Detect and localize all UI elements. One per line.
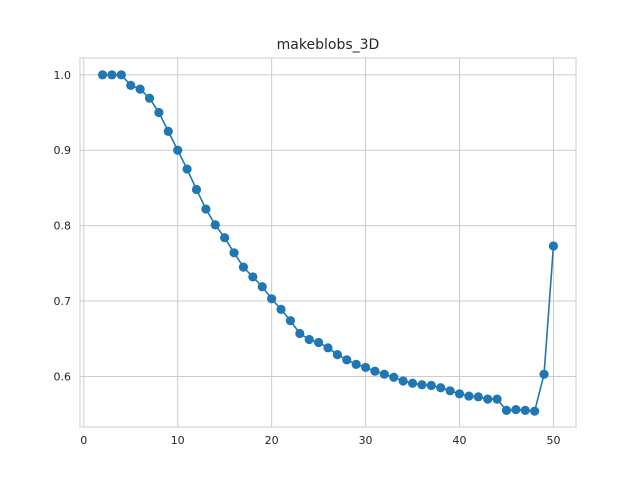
data-point (154, 107, 164, 118)
series-layer (97, 70, 559, 416)
data-point (173, 145, 183, 155)
data-point (539, 369, 549, 379)
y-tick-label: 0.7 (54, 295, 72, 308)
data-point (398, 376, 408, 386)
x-tick-label: 20 (265, 434, 279, 447)
y-axis-ticks: 0.6 0.7 0.8 0.9 1.0 (54, 69, 72, 384)
data-point (323, 343, 333, 353)
data-point (332, 350, 342, 360)
data-point (520, 405, 530, 416)
data-point (436, 383, 446, 393)
data-point (144, 93, 155, 103)
x-tick-label: 30 (359, 434, 373, 447)
data-point (107, 70, 117, 80)
data-point (210, 220, 220, 230)
data-point (116, 70, 126, 80)
data-point (295, 328, 305, 339)
data-point (314, 337, 324, 348)
x-axis-ticks: 0 10 20 30 40 50 (80, 434, 560, 447)
x-tick-label: 10 (171, 434, 185, 447)
x-tick-label: 50 (546, 434, 560, 447)
data-point (201, 204, 211, 214)
data-point (229, 248, 239, 258)
data-point (342, 355, 352, 365)
data-point (285, 316, 296, 326)
y-tick-label: 0.6 (54, 370, 72, 383)
data-point (135, 84, 145, 94)
y-tick-label: 0.9 (54, 144, 72, 157)
data-point (530, 406, 540, 416)
data-point (511, 405, 521, 415)
data-point (351, 359, 361, 370)
data-point (360, 362, 371, 373)
data-point (238, 262, 249, 272)
data-point (379, 369, 389, 379)
y-tick-label: 1.0 (54, 69, 72, 82)
data-point (501, 405, 512, 416)
plot-frame (79, 57, 577, 428)
data-point (97, 70, 108, 80)
data-point (464, 391, 474, 401)
chart-title: makeblobs_3D (277, 37, 380, 53)
y-tick-label: 0.8 (54, 220, 72, 233)
data-point (182, 164, 192, 174)
data-point (483, 394, 493, 404)
data-point (220, 233, 230, 243)
data-point (473, 392, 483, 402)
data-point (389, 372, 399, 382)
data-point (276, 304, 286, 314)
data-point (370, 366, 380, 376)
data-point (257, 282, 267, 292)
data-point (191, 184, 202, 195)
data-point (304, 334, 314, 345)
x-tick-label: 0 (80, 434, 87, 447)
data-point (454, 389, 465, 399)
data-point (163, 126, 173, 136)
data-point (548, 241, 559, 251)
data-point (426, 380, 436, 391)
data-point (126, 80, 136, 90)
series-line (102, 74, 555, 413)
data-point (407, 378, 418, 388)
x-tick-label: 40 (453, 434, 467, 447)
data-point (445, 386, 455, 396)
data-point (267, 294, 277, 304)
data-point (417, 380, 427, 390)
data-point (248, 272, 258, 282)
data-point (492, 394, 502, 404)
